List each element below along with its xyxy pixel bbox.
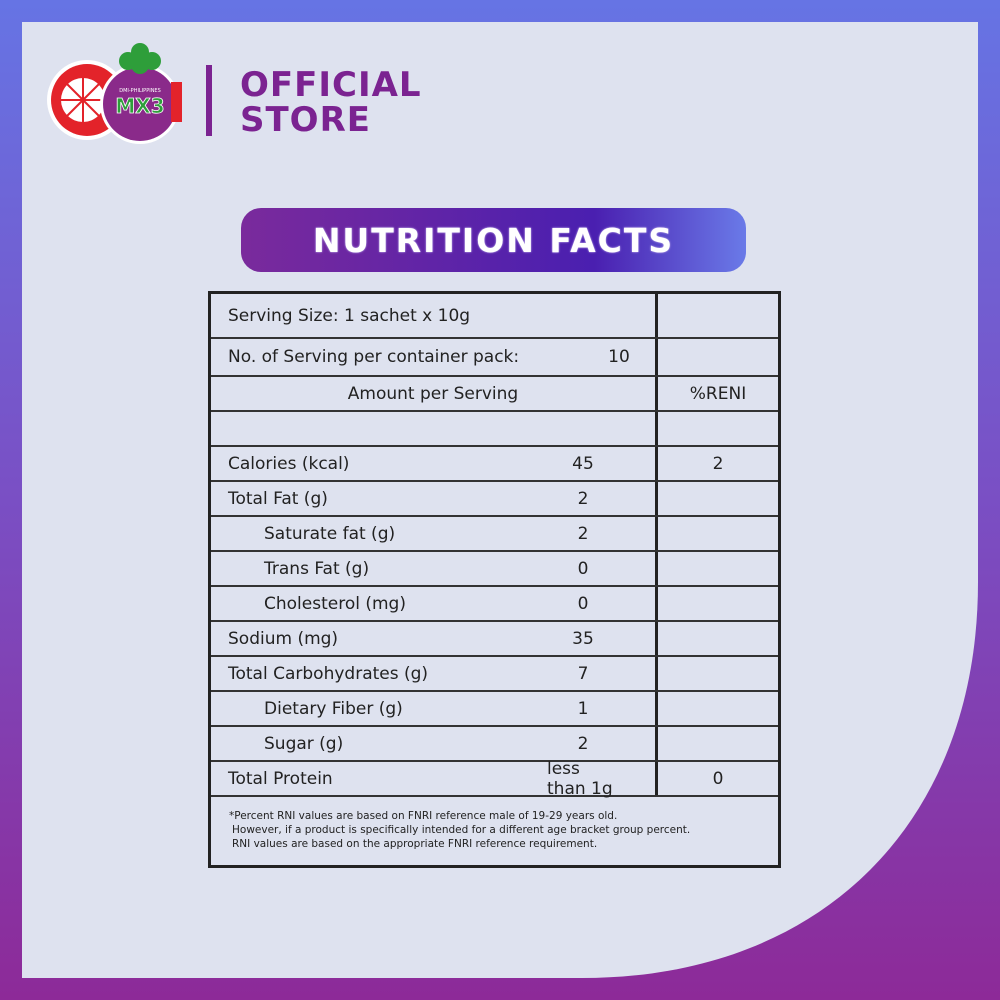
nutrient-value: 35	[572, 628, 594, 649]
nutrient-label: Sodium (mg)	[228, 628, 339, 649]
nutrient-label: Total Carbohydrates (g)	[228, 663, 429, 684]
nutrient-reni	[658, 622, 778, 655]
nutrient-value: 0	[577, 593, 589, 614]
servings-label: No. of Serving per container pack:	[228, 347, 520, 367]
title-banner: NUTRITION FACTS	[241, 208, 746, 272]
header-divider	[206, 65, 212, 136]
nutrient-label: Total Protein	[228, 768, 333, 789]
nutrition-table: Serving Size: 1 sachet x 10g No. of Serv…	[208, 291, 781, 868]
nutrient-reni	[658, 727, 778, 760]
nutrient-label: Trans Fat (g)	[264, 558, 370, 579]
store-line2: STORE	[240, 100, 371, 140]
nutrient-label: Cholesterol (mg)	[264, 593, 406, 614]
nutrient-row: Saturate fat (g) 2	[211, 517, 778, 552]
nutrient-label: Dietary Fiber (g)	[264, 698, 403, 719]
footnote: *Percent RNI values are based on FNRI re…	[211, 797, 778, 865]
nutrient-reni	[658, 517, 778, 550]
nutrient-label: Sugar (g)	[264, 733, 344, 754]
title: NUTRITION FACTS	[312, 220, 675, 260]
nutrient-reni	[658, 482, 778, 515]
amount-header: Amount per Serving	[211, 377, 658, 410]
nutrient-value: 2	[577, 488, 589, 509]
logo-subtext: DMI-PHILIPPINES	[119, 88, 161, 94]
nutrient-value: 1	[577, 698, 589, 719]
nutrient-value: 45	[572, 453, 594, 474]
footnote-line: However, if a product is specifically in…	[232, 824, 691, 836]
nutrient-reni: 0	[712, 768, 724, 789]
servings-value: 10	[608, 347, 630, 367]
nutrient-reni	[658, 587, 778, 620]
serving-size-row: Serving Size: 1 sachet x 10g	[211, 294, 778, 339]
nutrient-label: Total Fat (g)	[228, 488, 328, 509]
empty-row	[211, 412, 778, 447]
nutrient-reni	[658, 657, 778, 690]
background-panel	[22, 22, 978, 978]
nutrient-value: 2	[577, 523, 589, 544]
mx3-logo: DMI-PHILIPPINES MX3	[47, 43, 182, 144]
nutrient-row: Sodium (mg) 35	[211, 622, 778, 657]
nutrient-row: Total Protein less than 1g 0	[211, 758, 778, 799]
nutrient-row: Cholesterol (mg) 0	[211, 587, 778, 622]
nutrient-reni	[658, 692, 778, 725]
nutrient-value: 2	[577, 733, 589, 754]
nutrient-row: Calories (kcal) 45 2	[211, 447, 778, 482]
nutrient-label: Calories (kcal)	[228, 453, 350, 474]
footnote-line: *Percent RNI values are based on FNRI re…	[229, 810, 618, 822]
logo-text: MX3	[115, 94, 164, 118]
reni-header: %RENI	[689, 383, 747, 404]
nutrient-value: 0	[577, 558, 589, 579]
nutrient-row: Dietary Fiber (g) 1	[211, 692, 778, 727]
nutrient-value: 7	[577, 663, 589, 684]
nutrient-row: Total Fat (g) 2	[211, 482, 778, 517]
serving-size: Serving Size: 1 sachet x 10g	[211, 294, 658, 337]
nutrient-reni	[658, 552, 778, 585]
nutrient-row: Sugar (g) 2	[211, 727, 778, 762]
footnote-line: RNI values are based on the appropriate …	[232, 838, 598, 850]
nutrient-row: Total Carbohydrates (g) 7	[211, 657, 778, 692]
nutrient-label: Saturate fat (g)	[264, 523, 396, 544]
store-line1: OFFICIAL	[240, 65, 422, 105]
servings-row: No. of Serving per container pack: 10	[211, 339, 778, 377]
nutrient-reni: 2	[712, 453, 724, 474]
nutrient-row: Trans Fat (g) 0	[211, 552, 778, 587]
nutrient-value: less than 1g	[547, 758, 613, 799]
header-row: Amount per Serving %RENI	[211, 377, 778, 412]
